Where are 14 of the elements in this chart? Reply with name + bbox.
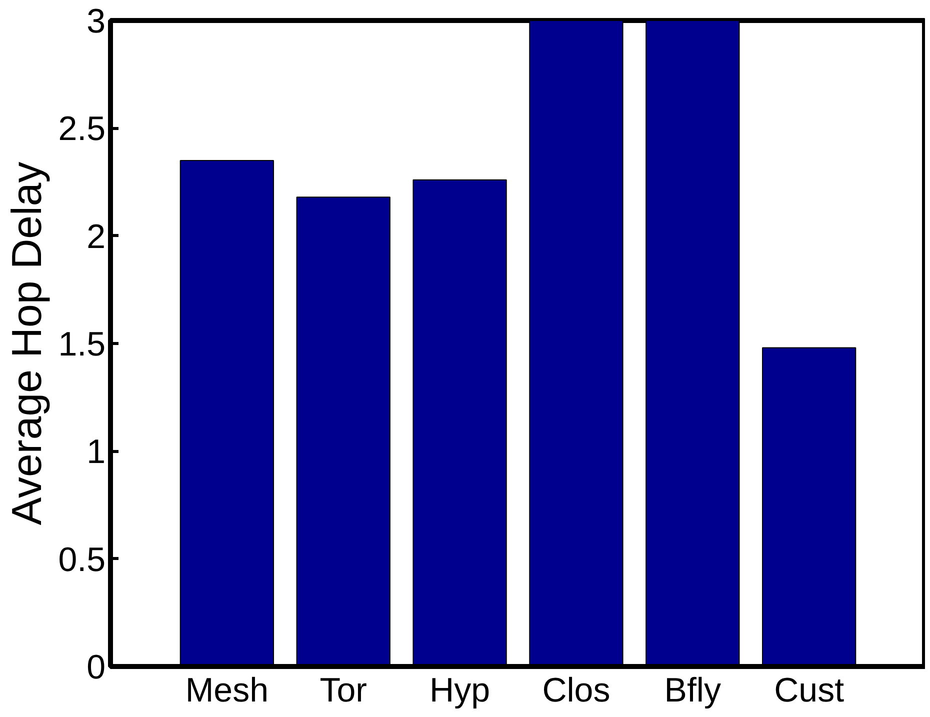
- y-tick-label: 0: [86, 648, 106, 686]
- x-tick-label: Bfly: [664, 672, 721, 710]
- x-tick-label: Clos: [542, 672, 610, 710]
- x-tick-label: Tor: [320, 672, 367, 710]
- y-tick-label: 0.5: [58, 540, 106, 579]
- y-tick-label: 2.5: [58, 110, 106, 148]
- x-tick-label: Cust: [774, 672, 845, 710]
- x-tick-label: Mesh: [185, 672, 268, 710]
- y-tick-label: 1: [86, 433, 106, 472]
- y-tick-label: 1.5: [58, 326, 106, 364]
- x-tick-label: Hyp: [430, 672, 490, 710]
- y-axis-title: Average Hop Delay: [3, 162, 50, 526]
- y-tick-label: 3: [86, 2, 106, 40]
- y-tick-label: 2: [86, 218, 106, 256]
